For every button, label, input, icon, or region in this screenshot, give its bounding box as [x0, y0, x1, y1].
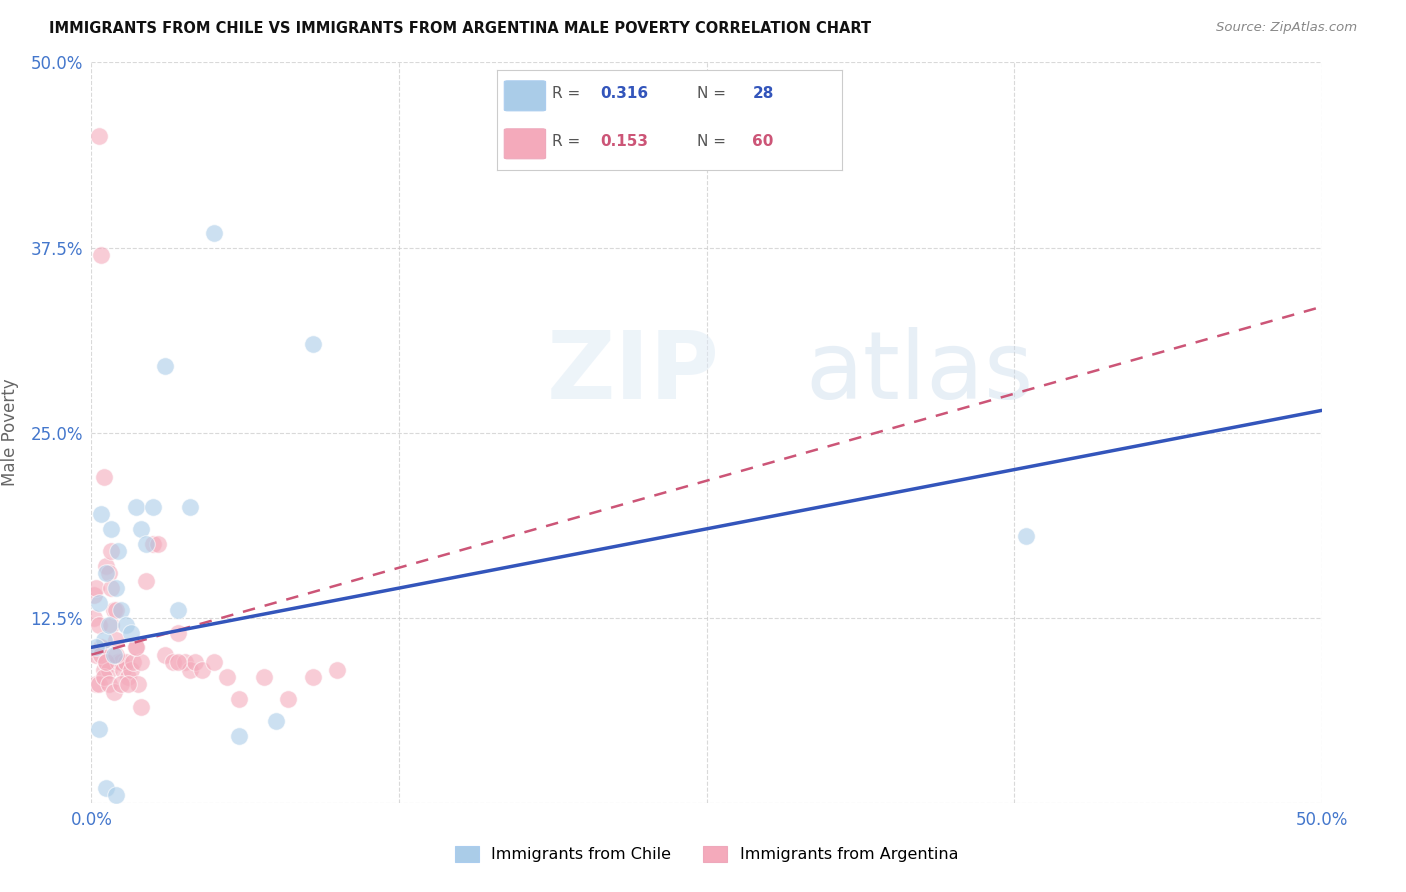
Point	[96, 780, 117, 795]
Point	[110, 677, 132, 691]
Point	[96, 655, 117, 669]
Point	[153, 359, 177, 373]
Point	[83, 589, 105, 603]
Point	[277, 692, 299, 706]
Point	[105, 648, 127, 662]
Y-axis label: Male Poverty: Male Poverty	[1, 379, 20, 486]
Point	[202, 655, 225, 669]
Point	[120, 625, 142, 640]
Point	[93, 470, 115, 484]
Point	[117, 670, 139, 684]
Point	[301, 670, 323, 684]
Point	[191, 663, 214, 677]
Point	[135, 536, 156, 550]
Point	[124, 640, 146, 655]
Point	[87, 129, 110, 144]
Legend: Immigrants from Chile, Immigrants from Argentina: Immigrants from Chile, Immigrants from A…	[449, 839, 965, 869]
Point	[107, 655, 129, 669]
Point	[105, 789, 127, 803]
Point	[124, 500, 146, 514]
Text: ZIP: ZIP	[547, 327, 720, 419]
Point	[86, 648, 108, 662]
Point	[97, 618, 120, 632]
Point	[326, 663, 349, 677]
Point	[105, 581, 127, 595]
Point	[86, 581, 108, 595]
Point	[96, 566, 117, 581]
Point	[105, 603, 127, 617]
Point	[114, 618, 138, 632]
Point	[107, 544, 129, 558]
Point	[93, 670, 115, 684]
Point	[146, 536, 169, 550]
Point	[166, 625, 188, 640]
Point	[83, 610, 105, 624]
Point	[86, 640, 108, 655]
Point	[122, 655, 145, 669]
Point	[129, 699, 152, 714]
Point	[87, 677, 110, 691]
Point	[166, 603, 188, 617]
Text: IMMIGRANTS FROM CHILE VS IMMIGRANTS FROM ARGENTINA MALE POVERTY CORRELATION CHAR: IMMIGRANTS FROM CHILE VS IMMIGRANTS FROM…	[49, 21, 872, 36]
Point	[87, 618, 110, 632]
Point	[97, 677, 120, 691]
Point	[142, 500, 165, 514]
Point	[90, 507, 112, 521]
Point	[103, 648, 125, 662]
Point	[114, 655, 138, 669]
Point	[110, 655, 132, 669]
Point	[162, 655, 184, 669]
Point	[153, 648, 177, 662]
Point	[100, 522, 122, 536]
Point	[112, 663, 135, 677]
Point	[127, 677, 149, 691]
Point	[215, 670, 238, 684]
Point	[105, 632, 127, 647]
Point	[179, 500, 201, 514]
Point	[301, 336, 323, 351]
Point	[202, 226, 225, 240]
Point	[90, 248, 112, 262]
Point	[174, 655, 197, 669]
Point	[120, 663, 142, 677]
Point	[90, 640, 112, 655]
Point	[97, 566, 120, 581]
Text: Source: ZipAtlas.com: Source: ZipAtlas.com	[1216, 21, 1357, 34]
Point	[93, 663, 115, 677]
Point	[96, 558, 117, 573]
Point	[90, 648, 112, 662]
Point	[87, 596, 110, 610]
Point	[179, 663, 201, 677]
Point	[129, 655, 152, 669]
Point	[100, 581, 122, 595]
Point	[100, 544, 122, 558]
Point	[87, 722, 110, 736]
Point	[228, 729, 250, 743]
Point	[135, 574, 156, 588]
Point	[103, 603, 125, 617]
Point	[264, 714, 287, 729]
Point	[166, 655, 188, 669]
Point	[86, 677, 108, 691]
Point	[228, 692, 250, 706]
Point	[253, 670, 276, 684]
Point	[142, 536, 165, 550]
Point	[124, 640, 146, 655]
Text: atlas: atlas	[804, 327, 1033, 419]
Point	[1015, 529, 1038, 543]
Point	[103, 685, 125, 699]
Point	[97, 663, 120, 677]
Point	[117, 677, 139, 691]
Point	[183, 655, 207, 669]
Point	[93, 632, 115, 647]
Point	[110, 603, 132, 617]
Point	[129, 522, 152, 536]
Point	[100, 618, 122, 632]
Point	[96, 655, 117, 669]
